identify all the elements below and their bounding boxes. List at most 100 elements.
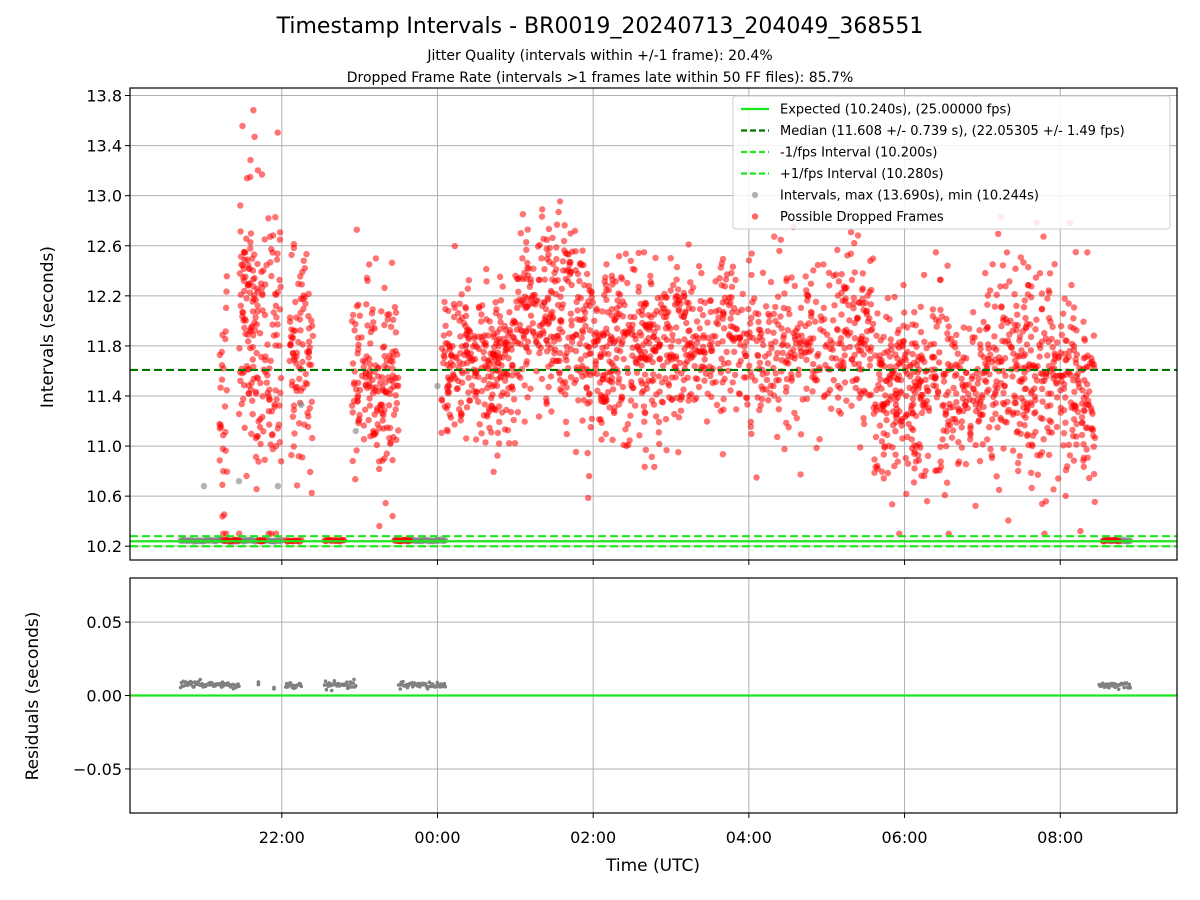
dropped-frame-point [266,421,273,428]
intervals-axes-frame [129,87,1178,561]
dropped-frame-point [247,173,254,181]
dropped-frame-point [1009,373,1016,380]
dropped-frame-point [385,402,393,409]
dropped-frame-point [519,275,526,283]
dropped-frame-point [249,410,256,418]
dropped-frame-point [585,472,593,480]
dropped-frame-point [869,320,877,328]
dropped-frame-point [664,320,671,327]
dropped-frame-point [647,314,655,321]
dropped-frame-point [923,384,930,391]
dropped-frame-point [932,383,939,390]
dropped-frame-point [584,449,591,457]
dropped-frame-point [757,326,764,334]
dropped-frame-point [908,402,915,409]
dropped-frame-point [966,396,973,403]
residuals-y-tick-label: 0.00 [86,687,122,706]
dropped-frame-point [812,298,820,305]
dropped-frame-point [1078,431,1086,439]
dropped-frame-point [299,268,306,276]
dropped-frame-point [638,362,645,369]
dropped-frame-point [941,491,949,499]
dropped-frame-point [923,344,930,352]
dropped-frame-point [975,375,982,382]
dropped-frame-point [830,376,837,384]
dropped-frame-point [560,237,568,245]
dropped-frame-point [659,399,666,406]
dropped-frame-point [241,424,248,431]
dropped-frame-point [992,400,999,407]
dropped-frame-point [572,347,580,355]
dropped-frame-point [1032,274,1040,281]
dropped-frame-point [942,410,950,417]
dropped-frame-point [507,408,515,416]
dropped-frame-point [673,276,680,283]
dropped-frame-point [774,293,782,300]
dropped-frame-point [1070,304,1078,311]
dropped-frame-point [708,393,715,400]
dropped-frame-point [693,318,701,325]
dropped-frame-point [954,350,961,357]
dropped-frame-point [567,230,574,237]
dropped-frame-point [442,305,449,313]
dropped-frame-point [701,377,708,384]
dropped-frame-point [707,308,715,316]
dropped-frame-point [672,364,679,371]
dropped-frame-point [585,391,593,398]
dropped-frame-point [559,258,567,265]
dropped-frame-point [1049,323,1056,330]
dropped-frame-point [1044,295,1051,302]
dropped-frame-point [797,471,804,478]
dropped-frame-point [943,443,950,450]
dropped-frame-point [590,369,597,377]
legend-intervals-swatch [751,191,759,199]
dropped-frame-point [254,375,262,382]
dropped-frame-point [527,385,534,392]
dropped-frame-point [700,363,707,370]
dropped-frame-point [513,304,521,312]
dropped-frame-point [302,370,309,378]
dropped-frame-point [958,444,966,451]
dropped-frame-point [1014,459,1022,467]
dropped-frame-point [904,460,912,467]
dropped-frame-point [803,287,810,294]
dropped-frame-point [611,409,618,417]
dropped-frame-point [438,429,445,436]
dropped-frame-point [512,337,519,345]
dropped-frame-point [617,274,625,281]
residual-point [353,683,358,688]
dropped-frame-point [1016,452,1023,460]
dropped-frame-point [759,269,767,276]
dropped-frame-point [356,312,364,319]
dropped-frame-point [807,335,814,342]
dropped-frame-point [659,362,667,370]
residual-point [329,688,334,693]
residual-point [198,677,202,682]
dropped-frame-point [667,287,674,294]
dropped-frame-point [977,345,984,352]
dropped-frame-point [1084,424,1091,431]
dropped-frame-point [545,341,552,348]
dropped-frame-point [458,379,466,386]
dropped-frame-point [627,397,635,404]
dropped-frame-point [810,267,817,274]
dropped-frame-point [603,343,610,350]
dropped-frame-point [255,418,262,425]
dropped-frame-point [867,355,874,363]
dropped-frame-point [351,379,358,386]
dropped-frame-point [850,300,857,307]
dropped-frame-point [480,412,488,419]
dropped-frame-point [954,362,961,370]
dropped-frame-point [867,301,875,308]
dropped-frame-point [540,235,547,243]
dropped-frame-point [520,334,527,342]
dropped-frame-point [650,376,657,384]
dropped-frame-point [365,416,372,424]
dropped-frame-point [360,363,367,371]
dropped-frame-point [860,415,867,422]
dropped-frame-point [605,286,612,294]
dropped-frame-point [252,314,259,321]
dropped-frame-point [834,292,842,299]
dropped-frame-point [785,424,792,431]
